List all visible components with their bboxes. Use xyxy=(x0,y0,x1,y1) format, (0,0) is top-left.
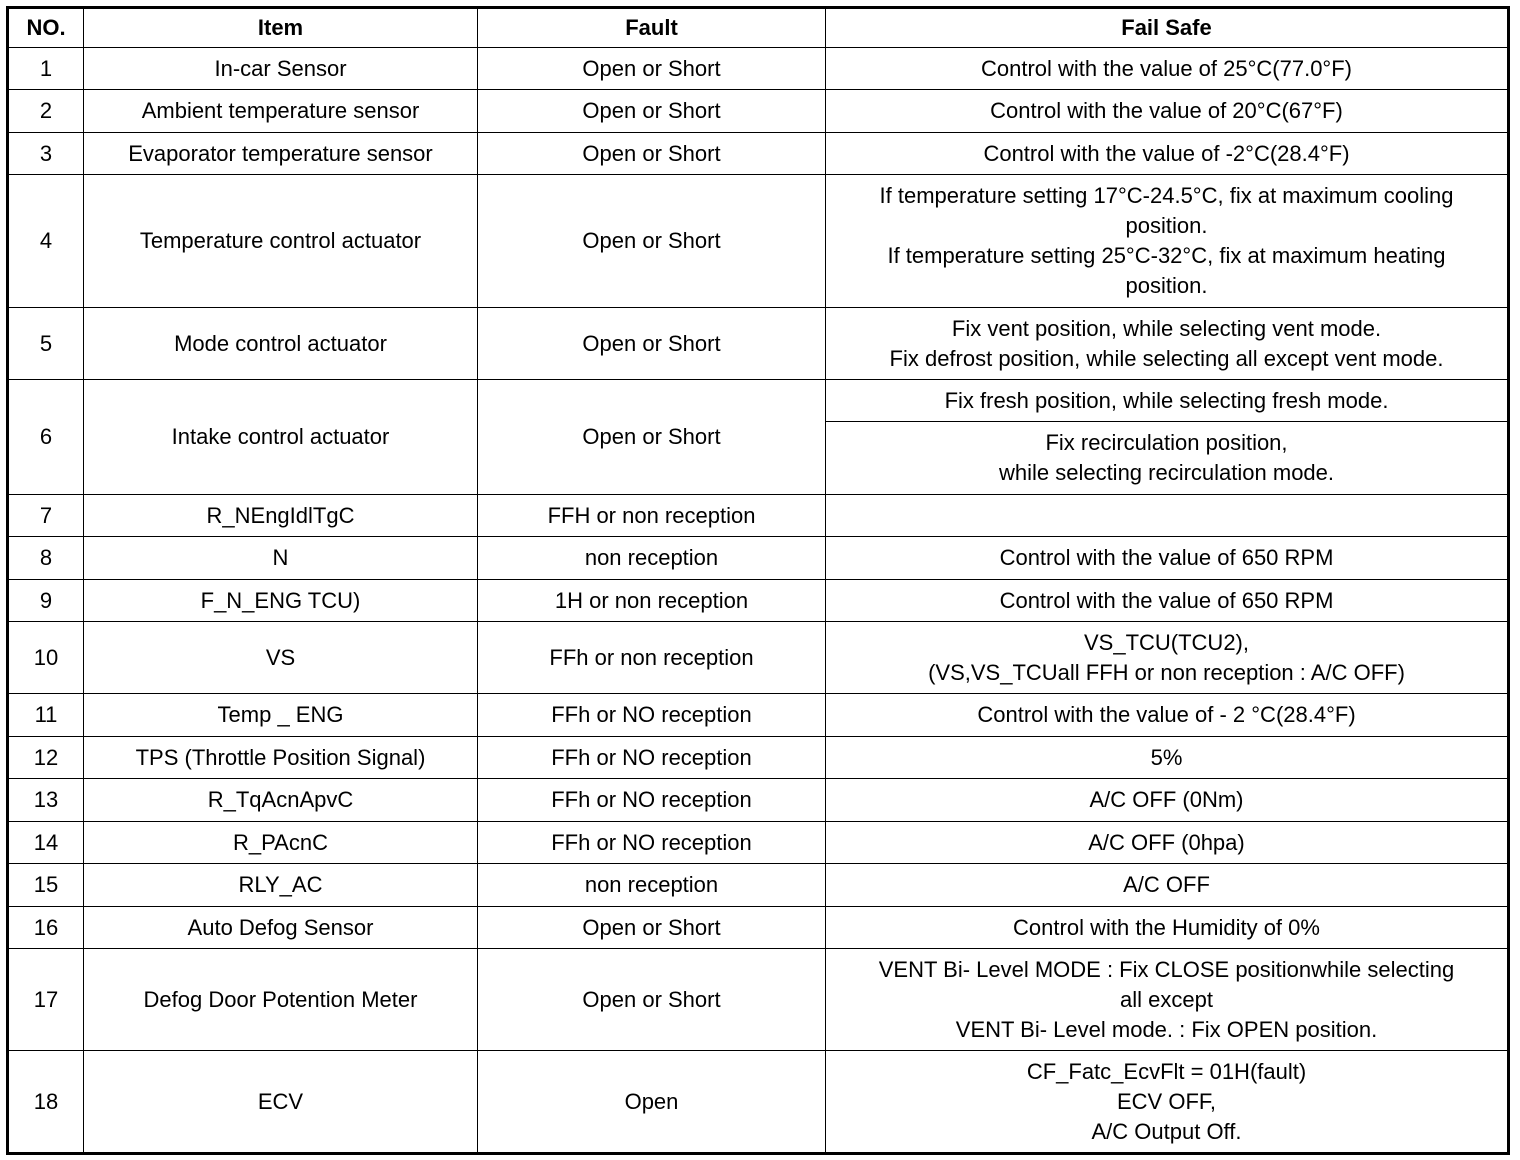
cell-item: R_TqAcnApvC xyxy=(83,778,478,822)
cell-item: N xyxy=(83,536,478,580)
table-row: 7 R_NEngIdlTgC FFH or non reception xyxy=(7,494,1509,537)
cell-no: 7 xyxy=(7,494,84,537)
cell-item: Mode control actuator xyxy=(83,307,478,380)
cell-item: In-car Sensor xyxy=(83,47,478,90)
cell-fault: Open or Short xyxy=(477,174,826,308)
cell-fault: Open xyxy=(477,1050,826,1154)
table-row: 18 ECV Open CF_Fatc_EcvFlt = 01H(fault) ECV… xyxy=(7,1050,1509,1154)
table-row: 5 Mode control actuator Open or Short Fix v… xyxy=(7,307,1509,380)
table-row: 2 Ambient temperature sensor Open or Short… xyxy=(7,89,1509,133)
header-fail-safe: Fail Safe xyxy=(825,7,1509,48)
cell-no: 4 xyxy=(7,174,84,308)
cell-fail-safe: Control with the value of 25°C(77.0°F) xyxy=(825,47,1509,90)
table-row: 15 RLY_AC non reception A/C OFF xyxy=(7,863,1509,907)
cell-fault: Open or Short xyxy=(477,307,826,380)
cell-item: Ambient temperature sensor xyxy=(83,89,478,133)
cell-no: 11 xyxy=(7,693,84,737)
table-row: 17 Defog Door Potention Meter Open or Shor… xyxy=(7,948,1509,1051)
cell-fault: Open or Short xyxy=(477,906,826,949)
cell-no: 14 xyxy=(7,821,84,864)
table-row: 16 Auto Defog Sensor Open or Short Control … xyxy=(7,906,1509,949)
cell-fail-safe: Control with the value of 650 RPM xyxy=(825,536,1509,580)
cell-no: 1 xyxy=(7,47,84,90)
cell-fault: Open or Short xyxy=(477,948,826,1051)
cell-item: TPS (Throttle Position Signal) xyxy=(83,736,478,779)
cell-fail-safe: A/C OFF (0hpa) xyxy=(825,821,1509,864)
cell-fault: non reception xyxy=(477,536,826,580)
cell-fail-safe: Fix vent position, while selecting vent … xyxy=(825,307,1509,380)
cell-no: 9 xyxy=(7,579,84,622)
header-row: NO. Item Fault Fail Safe xyxy=(7,7,1509,48)
cell-fail-safe: VS_TCU(TCU2), (VS,VS_TCUall FFH or non r… xyxy=(825,621,1509,694)
cell-no: 2 xyxy=(7,89,84,133)
header-no: NO. xyxy=(7,7,84,48)
cell-fail-safe: Control with the value of - 2 °C(28.4°F) xyxy=(825,693,1509,737)
cell-fail-safe: VENT Bi- Level MODE : Fix CLOSE position… xyxy=(825,948,1509,1051)
cell-fail-safe: If temperature setting 17°C-24.5°C, fix … xyxy=(825,174,1509,308)
cell-item: ECV xyxy=(83,1050,478,1154)
cell-item: Defog Door Potention Meter xyxy=(83,948,478,1051)
table-row: 3 Evaporator temperature sensor Open or Sh… xyxy=(7,132,1509,175)
cell-fail-safe: CF_Fatc_EcvFlt = 01H(fault) ECV OFF, A/C… xyxy=(825,1050,1509,1154)
table-row: 14 R_PAcnC FFh or NO reception A/C OFF (0hp… xyxy=(7,821,1509,864)
cell-no: 13 xyxy=(7,778,84,822)
table-row: 12 TPS (Throttle Position Signal) FFh or N… xyxy=(7,736,1509,779)
cell-no: 5 xyxy=(7,307,84,380)
cell-fault: FFh or non reception xyxy=(477,621,826,694)
table-row: 13 R_TqAcnApvC FFh or NO reception A/C OFF … xyxy=(7,778,1509,822)
cell-item: Auto Defog Sensor xyxy=(83,906,478,949)
cell-fail-safe: Control with the value of 20°C(67°F) xyxy=(825,89,1509,133)
cell-item: Evaporator temperature sensor xyxy=(83,132,478,175)
cell-fail-safe: 5% xyxy=(825,736,1509,779)
table-row: 4 Temperature control actuator Open or Sho… xyxy=(7,174,1509,308)
cell-fault: Open or Short xyxy=(477,47,826,90)
cell-fail-safe: Control with the value of 650 RPM xyxy=(825,579,1509,622)
cell-fault: Open or Short xyxy=(477,379,826,495)
fail-safe-table: NO. Item Fault Fail Safe 1 In-car Sensor O… xyxy=(6,6,1510,1155)
cell-item: VS xyxy=(83,621,478,694)
cell-no: 6 xyxy=(7,379,84,495)
cell-no: 3 xyxy=(7,132,84,175)
cell-fault: FFh or NO reception xyxy=(477,821,826,864)
cell-no: 18 xyxy=(7,1050,84,1154)
cell-no: 8 xyxy=(7,536,84,580)
header-item: Item xyxy=(83,7,478,48)
table-row: 10 VS FFh or non reception VS_TCU(TCU2), (V… xyxy=(7,621,1509,694)
cell-item: R_NEngIdlTgC xyxy=(83,494,478,537)
cell-item: Temp _ ENG xyxy=(83,693,478,737)
cell-fault: 1H or non reception xyxy=(477,579,826,622)
cell-item: Temperature control actuator xyxy=(83,174,478,308)
table-row: Fix recirculation position, while select… xyxy=(8,421,1509,495)
cell-no: 15 xyxy=(7,863,84,907)
cell-no: 16 xyxy=(7,906,84,949)
table-row: 6 Intake control actuator Open or Short Fix… xyxy=(7,379,1509,495)
cell-item: Intake control actuator xyxy=(83,379,478,495)
cell-fault: Open or Short xyxy=(477,89,826,133)
cell-fail-safe: Fix fresh position, while selecting fres… xyxy=(825,379,1509,422)
cell-no: 10 xyxy=(7,621,84,694)
cell-fail-safe: A/C OFF xyxy=(825,863,1509,907)
table-row: 9 F_N_ENG TCU) 1H or non reception Control … xyxy=(7,579,1509,622)
cell-fault: FFH or non reception xyxy=(477,494,826,537)
cell-fault: FFh or NO reception xyxy=(477,693,826,737)
header-fault: Fault xyxy=(477,7,826,48)
cell-fail-safe: A/C OFF (0Nm) xyxy=(825,778,1509,822)
cell-fail-safe xyxy=(825,494,1509,537)
table-row: 11 Temp _ ENG FFh or NO reception Control w… xyxy=(7,693,1509,737)
cell-item: F_N_ENG TCU) xyxy=(83,579,478,622)
cell-fault: FFh or NO reception xyxy=(477,736,826,779)
cell-no: 17 xyxy=(7,948,84,1051)
cell-item: R_PAcnC xyxy=(83,821,478,864)
table-row: 1 In-car Sensor Open or Short Control with … xyxy=(7,47,1509,90)
cell-fail-safe: Control with the value of -2°C(28.4°F) xyxy=(825,132,1509,175)
cell-no: 12 xyxy=(7,736,84,779)
cell-fail-safe: Fix recirculation position, while select… xyxy=(825,421,1509,495)
cell-fail-safe: Control with the Humidity of 0% xyxy=(825,906,1509,949)
cell-fault: FFh or NO reception xyxy=(477,778,826,822)
cell-fault: non reception xyxy=(477,863,826,907)
cell-fault: Open or Short xyxy=(477,132,826,175)
cell-item: RLY_AC xyxy=(83,863,478,907)
